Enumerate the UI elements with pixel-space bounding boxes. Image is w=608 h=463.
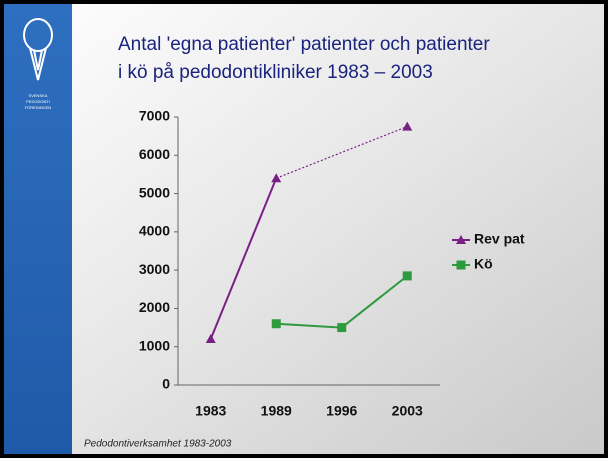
y-tick-label: 1000 xyxy=(139,337,170,353)
legend-marker xyxy=(456,235,466,244)
x-tick-label: 1996 xyxy=(326,403,357,419)
background xyxy=(4,4,604,454)
logo-text: PEDODONTI xyxy=(26,99,50,104)
footer: Pedodontiverksamhet 1983-2003 xyxy=(84,439,232,450)
x-tick-label: 1983 xyxy=(195,403,226,419)
y-tick-label: 2000 xyxy=(139,299,170,315)
logo xyxy=(23,18,53,81)
y-tick-label: 0 xyxy=(162,376,170,392)
marker xyxy=(271,319,281,329)
y-tick-label: 4000 xyxy=(139,223,170,239)
logo-text: FÖRENINGEN xyxy=(25,105,52,110)
y-tick-label: 6000 xyxy=(139,146,170,162)
y-tick-label: 3000 xyxy=(139,261,170,277)
marker xyxy=(271,173,282,183)
marker xyxy=(402,271,412,281)
chart-title: i kö på pedodontikliniker 1983 – 2003 xyxy=(118,62,433,83)
chart-title: Antal 'egna patienter' patienter och pat… xyxy=(118,34,490,55)
sidebar xyxy=(4,4,72,454)
y-tick-label: 7000 xyxy=(139,108,170,124)
legend-label: Kö xyxy=(474,256,493,272)
y-tick-label: 5000 xyxy=(139,184,170,200)
x-tick-label: 1989 xyxy=(261,403,292,419)
legend-label: Rev pat xyxy=(474,231,525,247)
marker xyxy=(337,323,347,333)
marker xyxy=(205,334,216,344)
gap-connector xyxy=(276,126,408,179)
logo-text: SVENSKA xyxy=(29,93,48,98)
marker xyxy=(402,121,413,131)
x-tick-label: 2003 xyxy=(392,403,423,419)
legend-marker xyxy=(456,260,466,270)
